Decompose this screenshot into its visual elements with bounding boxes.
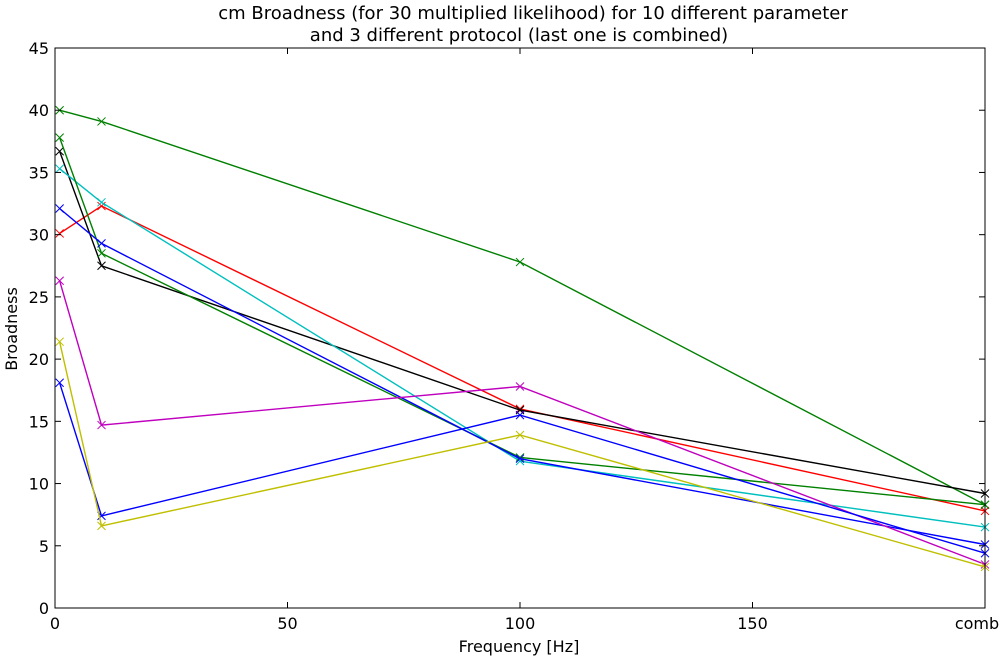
series-1-point-2: [515, 404, 525, 414]
y-tick-label: 30: [29, 226, 49, 245]
series-line-8: [58, 341, 986, 568]
y-tick-label: 10: [29, 475, 49, 494]
series-3-point-0: [55, 164, 65, 174]
series-1-point-0: [55, 229, 65, 238]
plot-frame: [54, 47, 986, 609]
x-axis-label: Frequency [Hz]: [459, 637, 580, 656]
y-tick-label: 25: [29, 288, 49, 307]
x-tick-label: comb: [955, 614, 999, 633]
chart-title: cm Broadness (for 30 multiplied likeliho…: [218, 3, 848, 24]
series-line-7: [58, 382, 986, 554]
series-line-5: [59, 207, 986, 546]
series-line-1: [59, 205, 986, 512]
series-5-point-0: [55, 204, 65, 213]
y-tick-label: 35: [29, 163, 49, 182]
y-tick-label: 5: [39, 537, 49, 556]
series-0-point-1: [97, 117, 106, 126]
series-7-point-2: [515, 410, 525, 420]
x-tick-label: 0: [50, 614, 60, 633]
series-line-3: [59, 168, 986, 528]
x-tick-label: 50: [277, 614, 297, 633]
y-tick-label: 0: [39, 599, 49, 618]
series-7-point-0: [55, 378, 65, 388]
series-8-point-0: [55, 337, 65, 347]
y-tick-label: 15: [29, 412, 49, 431]
y-tick-label: 45: [29, 39, 49, 58]
series-4-point-0: [55, 133, 65, 142]
series-8-point-2: [515, 430, 525, 440]
series-line-2: [58, 151, 986, 495]
series-0-point-2: [515, 257, 525, 267]
series-5-point-1: [97, 239, 106, 248]
x-tick-label: 150: [737, 614, 768, 633]
series-4-point-1: [97, 248, 106, 258]
series-4-point-2: [515, 453, 525, 462]
series-line-6: [58, 280, 986, 566]
series-2-point-0: [55, 146, 65, 156]
x-tick-label: 100: [505, 614, 536, 633]
series-6-point-2: [515, 382, 525, 391]
series-8-point-1: [97, 521, 106, 531]
series-3-point-1: [97, 197, 106, 207]
series-6-point-0: [55, 276, 65, 286]
y-tick-label: 20: [29, 350, 49, 369]
series-2-point-1: [97, 261, 106, 271]
y-tick-label: 40: [29, 101, 49, 120]
series-line-0: [59, 109, 986, 506]
chart-subtitle: and 3 different protocol (last one is co…: [310, 25, 728, 46]
y-axis-label: Broadness: [2, 287, 21, 371]
series-5-point-2: [515, 454, 525, 464]
plot-area: 0 50 100 150 comb 0 5 10 15 20 25 30 35 40 45: [29, 39, 1000, 633]
series-6-point-1: [97, 420, 106, 430]
series-line-4: [58, 137, 986, 506]
